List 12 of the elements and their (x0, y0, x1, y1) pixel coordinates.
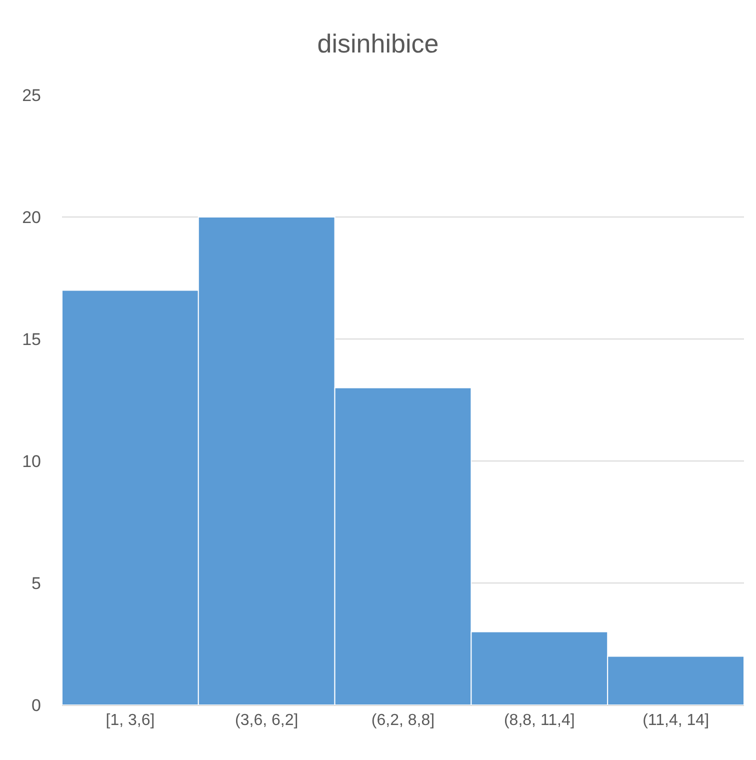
y-tick-label: 20 (22, 208, 41, 227)
x-tick-label: [1, 3,6] (106, 712, 155, 730)
x-tick-label: (3,6, 6,2] (235, 712, 298, 730)
y-tick-label: 0 (32, 696, 41, 715)
chart-title: disinhibice (317, 28, 439, 58)
y-tick-label: 10 (22, 452, 41, 471)
x-tick-label: (8,8, 11,4] (504, 712, 575, 730)
x-tick-label: (11,4, 14] (642, 712, 710, 730)
y-tick-label: 25 (22, 86, 41, 105)
y-tick-label: 5 (32, 574, 41, 593)
y-tick-label: 15 (22, 330, 41, 349)
x-tick-label: (6,2, 8,8] (371, 712, 435, 730)
